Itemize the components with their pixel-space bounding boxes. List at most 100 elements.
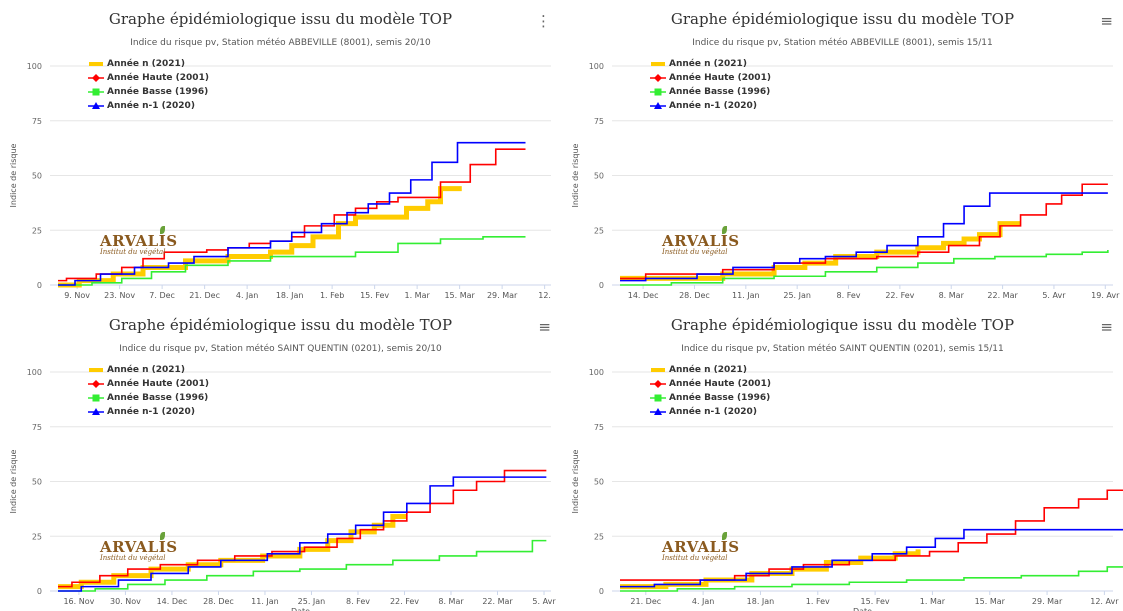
leaf-icon (722, 226, 727, 234)
legend-label: Année Basse (1996) (107, 87, 209, 97)
legend-item[interactable]: Année n-1 (2020) (88, 99, 209, 113)
x-tick-label: 11. Jan (732, 291, 760, 300)
legend-label: Année Haute (2001) (669, 379, 771, 389)
y-tick-label: 75 (32, 423, 42, 432)
x-axis-label: Date (291, 607, 310, 611)
legend-marker-icon (89, 368, 103, 372)
chart-legend: Année n (2021) Année Haute (2001) Année Ba… (650, 57, 771, 113)
legend-label: Année n-1 (2020) (107, 101, 195, 111)
legend-label: Année n (2021) (669, 365, 747, 375)
legend-item[interactable]: Année Basse (1996) (88, 85, 209, 99)
series-line-1 (620, 489, 1123, 581)
series-line-2 (58, 539, 547, 592)
x-tick-label: 16. Nov (63, 597, 94, 606)
series-line-1 (58, 469, 547, 588)
legend-item[interactable]: Année n-1 (2020) (650, 405, 771, 419)
x-tick-label: 1. Fev (806, 597, 830, 606)
legend-item[interactable]: Année Basse (1996) (650, 391, 771, 405)
x-tick-label: 28. Dec (679, 291, 710, 300)
legend-marker-icon (88, 408, 104, 415)
x-tick-label: 25. Jan (298, 597, 326, 606)
x-tick-label: 8. Mar (438, 597, 464, 606)
y-tick-label: 25 (594, 532, 604, 541)
chart-subtitle: Indice du risque pv, Station météo ABBEV… (130, 38, 431, 48)
y-axis-label: Indice de risque (571, 143, 580, 207)
hamburger-menu-icon[interactable]: ≡ (538, 318, 551, 336)
legend-label: Année n (2021) (107, 365, 185, 375)
legend-marker-icon (650, 380, 666, 388)
x-tick-label: 1. Mar (920, 597, 946, 606)
chart-subtitle: Indice du risque pv, Station météo SAINT… (119, 344, 442, 354)
y-tick-label: 50 (594, 172, 604, 181)
x-tick-label: 1. Mar (404, 291, 430, 300)
y-tick-label: 25 (32, 226, 42, 235)
legend-marker-icon (88, 394, 104, 402)
kebab-menu-icon[interactable]: ⋮ (536, 12, 551, 30)
chart-plot: 0 25 50 75 100 14. Dec 28. Dec 11. Jan 25. Jan 8.… (571, 62, 1120, 300)
x-tick-label: 14. Dec (628, 291, 659, 300)
legend-item[interactable]: Année Haute (2001) (650, 377, 771, 391)
legend-marker-icon (88, 88, 104, 96)
legend-item[interactable]: Année Basse (1996) (650, 85, 771, 99)
x-tick-label: 4. Jan (236, 291, 259, 300)
x-tick-label: 25. Jan (783, 291, 811, 300)
logo-subtext: Institut du végétal (100, 248, 166, 256)
logo-text: ARVALIS (100, 232, 178, 250)
logo-subtext: Institut du végétal (662, 554, 728, 562)
x-tick-label: 22. Fev (885, 291, 914, 300)
legend-item[interactable]: Année Haute (2001) (650, 71, 771, 85)
x-tick-label: 12. Avr (1090, 597, 1119, 606)
x-tick-label: 14. Dec (157, 597, 188, 606)
legend-item[interactable]: Année n (2021) (650, 57, 771, 71)
series-line-1 (620, 183, 1108, 280)
y-tick-label: 50 (594, 478, 604, 487)
legend-marker-icon (650, 408, 666, 415)
series-line-3 (620, 192, 1108, 282)
legend-label: Année Basse (1996) (669, 393, 771, 403)
legend-item[interactable]: Année n (2021) (88, 363, 209, 377)
y-tick-label: 75 (594, 423, 604, 432)
y-tick-label: 0 (599, 281, 604, 290)
y-tick-label: 0 (37, 587, 42, 596)
x-tick-label: 5. Avr (1042, 291, 1066, 300)
chart-plot: 0 25 50 75 100 9. Nov 23. Nov 7. Dec 21. Dec 4. J… (9, 62, 551, 300)
hamburger-menu-icon[interactable]: ≡ (1100, 318, 1113, 336)
legend-label: Année n-1 (2020) (107, 407, 195, 417)
series-line-2 (620, 249, 1109, 286)
x-tick-label: 12. (538, 291, 551, 300)
x-tick-label: 23. Nov (104, 291, 135, 300)
y-tick-label: 50 (32, 478, 42, 487)
arvalis-logo: ARVALIS Institut du végétal (100, 532, 178, 562)
chart-panel-saint-quentin-15-11: 0 25 50 75 100 21. Dec 4. Jan 18. Jan 1. Fev 15. … (562, 306, 1123, 611)
legend-marker-icon (650, 74, 666, 82)
legend-item[interactable]: Année n (2021) (650, 363, 771, 377)
chart-subtitle: Indice du risque pv, Station météo ABBEV… (692, 38, 993, 48)
chart-legend: Année n (2021) Année Haute (2001) Année Ba… (88, 57, 209, 113)
y-tick-label: 100 (27, 368, 42, 377)
chart-plot: 0 25 50 75 100 21. Dec 4. Jan 18. Jan 1. Fev 15. … (571, 368, 1123, 611)
legend-item[interactable]: Année Basse (1996) (88, 391, 209, 405)
chart-title: Graphe épidémiologique issu du modèle TO… (108, 316, 453, 334)
x-tick-label: 22. Mar (482, 597, 513, 606)
legend-item[interactable]: Année n-1 (2020) (88, 405, 209, 419)
chart-panel-abbeville-15-11: 0 25 50 75 100 14. Dec 28. Dec 11. Jan 25. Jan 8.… (562, 0, 1123, 305)
x-tick-label: 15. Mar (975, 597, 1006, 606)
x-tick-label: 11. Jan (251, 597, 279, 606)
hamburger-menu-icon[interactable]: ≡ (1100, 12, 1113, 30)
legend-item[interactable]: Année n (2021) (88, 57, 209, 71)
x-tick-label: 8. Mar (939, 291, 965, 300)
legend-item[interactable]: Année Haute (2001) (88, 377, 209, 391)
series-line-0 (58, 514, 407, 590)
x-tick-label: 15. Fev (861, 597, 890, 606)
x-tick-label: 15. Mar (444, 291, 475, 300)
legend-marker-icon (650, 394, 666, 402)
chart-subtitle: Indice du risque pv, Station météo SAINT… (681, 344, 1004, 354)
legend-label: Année Basse (1996) (669, 87, 771, 97)
chart-title: Graphe épidémiologique issu du modèle TO… (108, 10, 453, 28)
y-tick-label: 75 (32, 117, 42, 126)
legend-item[interactable]: Année n-1 (2020) (650, 99, 771, 113)
series-line-3 (620, 528, 1123, 588)
x-tick-label: 18. Jan (747, 597, 775, 606)
legend-item[interactable]: Année Haute (2001) (88, 71, 209, 85)
y-tick-label: 100 (27, 62, 42, 71)
